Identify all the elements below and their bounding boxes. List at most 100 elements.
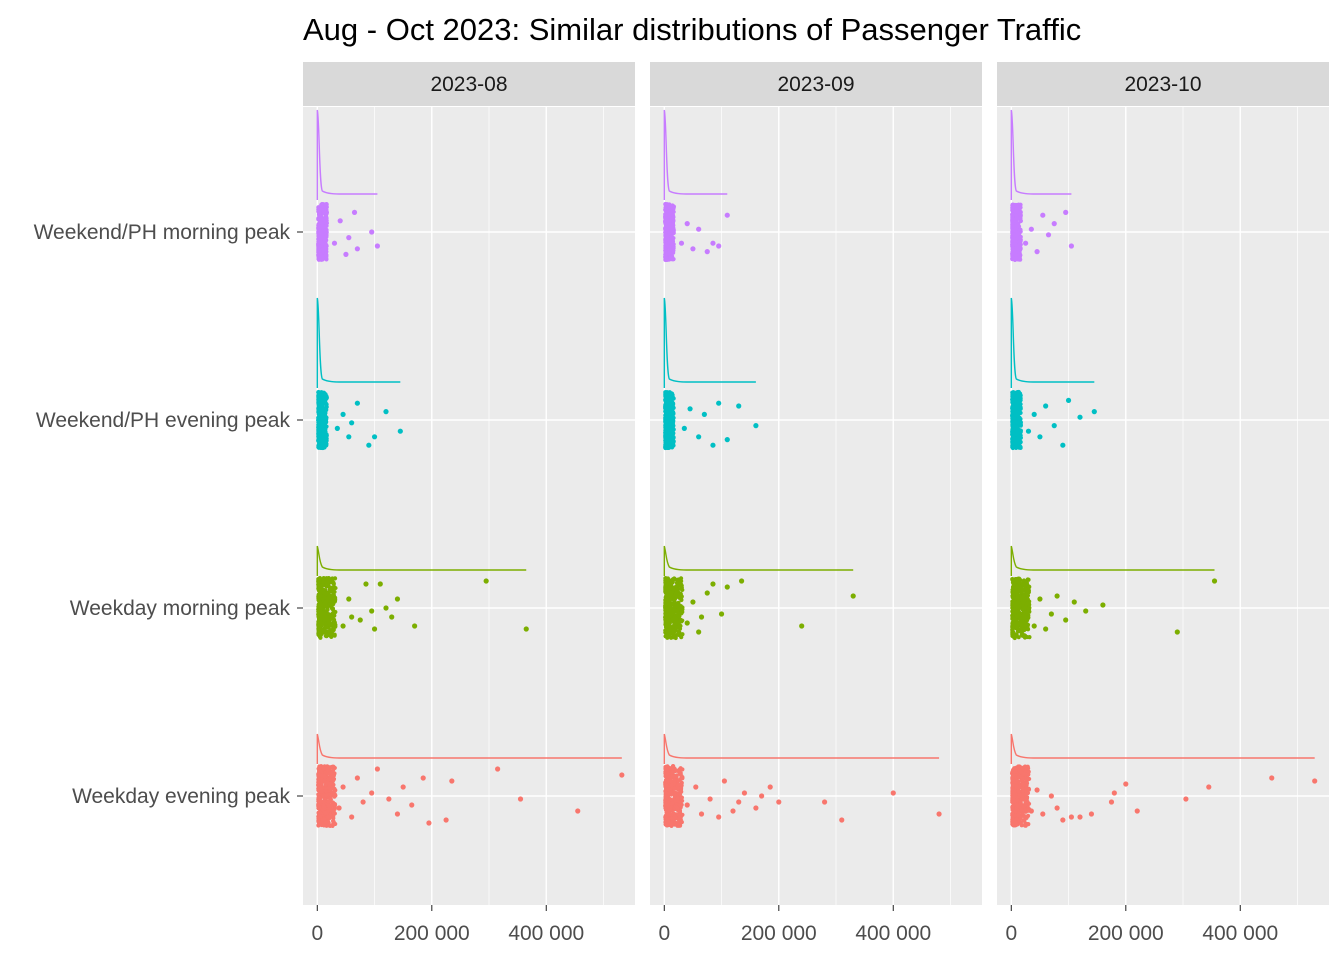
data-point <box>669 801 675 806</box>
data-point <box>666 250 672 255</box>
data-point <box>325 767 330 772</box>
data-point <box>324 249 329 254</box>
outlier-point <box>383 605 389 611</box>
data-point <box>322 395 327 400</box>
outlier-point <box>449 778 455 784</box>
outlier-point <box>1174 629 1180 635</box>
series-weekend-ph-evening-peak <box>316 297 403 451</box>
data-point <box>1011 616 1016 621</box>
data-point <box>330 607 336 612</box>
data-point <box>1020 786 1025 791</box>
data-point <box>676 778 681 783</box>
data-point <box>666 415 671 420</box>
data-point <box>667 441 673 446</box>
data-point <box>1010 228 1016 233</box>
data-point <box>328 788 333 793</box>
data-point <box>668 790 674 795</box>
data-point <box>1017 421 1022 426</box>
outlier-point <box>400 784 406 790</box>
data-point <box>317 427 322 432</box>
data-point <box>318 239 323 244</box>
data-point <box>324 443 329 448</box>
data-point <box>670 230 675 235</box>
outlier-point <box>409 802 415 808</box>
data-point <box>1022 633 1027 638</box>
data-point <box>663 814 668 820</box>
outlier-point <box>1051 221 1057 227</box>
data-point <box>666 244 671 249</box>
data-point <box>664 767 669 772</box>
outlier-point <box>397 428 403 434</box>
data-point <box>326 577 332 582</box>
data-point <box>1010 421 1015 426</box>
data-point <box>330 587 335 592</box>
outlier-point <box>331 240 338 246</box>
data-point <box>1025 622 1031 627</box>
outlier-point <box>363 581 369 587</box>
density-curve <box>316 733 622 764</box>
outlier-point <box>1183 796 1189 802</box>
data-point <box>677 614 682 619</box>
outlier-point <box>684 802 690 808</box>
outlier-point <box>1045 232 1052 238</box>
data-point <box>1014 609 1019 614</box>
data-point <box>1011 445 1016 450</box>
data-point <box>321 766 326 771</box>
data-point <box>1026 615 1031 620</box>
data-point <box>1018 212 1023 217</box>
data-point <box>1011 237 1016 242</box>
data-point <box>323 810 328 815</box>
data-point <box>316 777 321 782</box>
outlier-point <box>1025 428 1032 434</box>
data-point <box>679 819 684 825</box>
data-point <box>663 213 668 218</box>
outlier-point <box>1211 578 1218 584</box>
data-point <box>317 624 322 630</box>
chart-title: Aug - Oct 2023: Similar distributions of… <box>303 12 1081 47</box>
outlier-point <box>759 793 765 799</box>
data-point <box>666 445 671 450</box>
data-point <box>324 633 329 638</box>
data-point <box>1016 789 1021 794</box>
outlier-point <box>821 799 828 805</box>
data-point <box>679 789 684 794</box>
data-point <box>324 415 329 420</box>
data-point <box>1010 599 1015 604</box>
data-point <box>672 606 677 611</box>
density-curve <box>663 297 756 388</box>
outlier-point <box>389 614 395 620</box>
data-point <box>663 788 668 794</box>
data-point <box>1020 614 1025 619</box>
data-point <box>663 603 668 608</box>
outlier-point <box>495 766 501 772</box>
outlier-point <box>374 243 381 249</box>
data-point <box>317 394 322 399</box>
data-point <box>1010 577 1015 582</box>
data-point <box>321 804 327 810</box>
data-point <box>1010 775 1015 780</box>
data-point <box>326 612 332 617</box>
outlier-point <box>690 246 696 252</box>
data-point <box>326 799 331 804</box>
data-point <box>1012 256 1018 261</box>
data-point <box>1011 248 1017 254</box>
x-tick-label: 0 <box>1005 922 1017 945</box>
data-point <box>1012 218 1017 223</box>
data-point <box>323 820 328 825</box>
data-point <box>663 202 668 207</box>
outlier-point <box>1037 596 1043 602</box>
data-point <box>677 595 682 600</box>
outlier-point <box>1060 442 1066 448</box>
data-point <box>322 595 327 600</box>
data-point <box>1017 768 1022 773</box>
x-tick-label: 200 000 <box>1088 922 1164 945</box>
outlier-point <box>371 626 378 632</box>
outlier-point <box>360 799 366 805</box>
data-point <box>677 809 683 815</box>
data-point <box>316 442 321 447</box>
outlier-point <box>354 400 360 406</box>
data-point <box>318 216 323 221</box>
data-point <box>677 632 682 637</box>
data-point <box>679 610 685 615</box>
data-point <box>1017 246 1022 252</box>
